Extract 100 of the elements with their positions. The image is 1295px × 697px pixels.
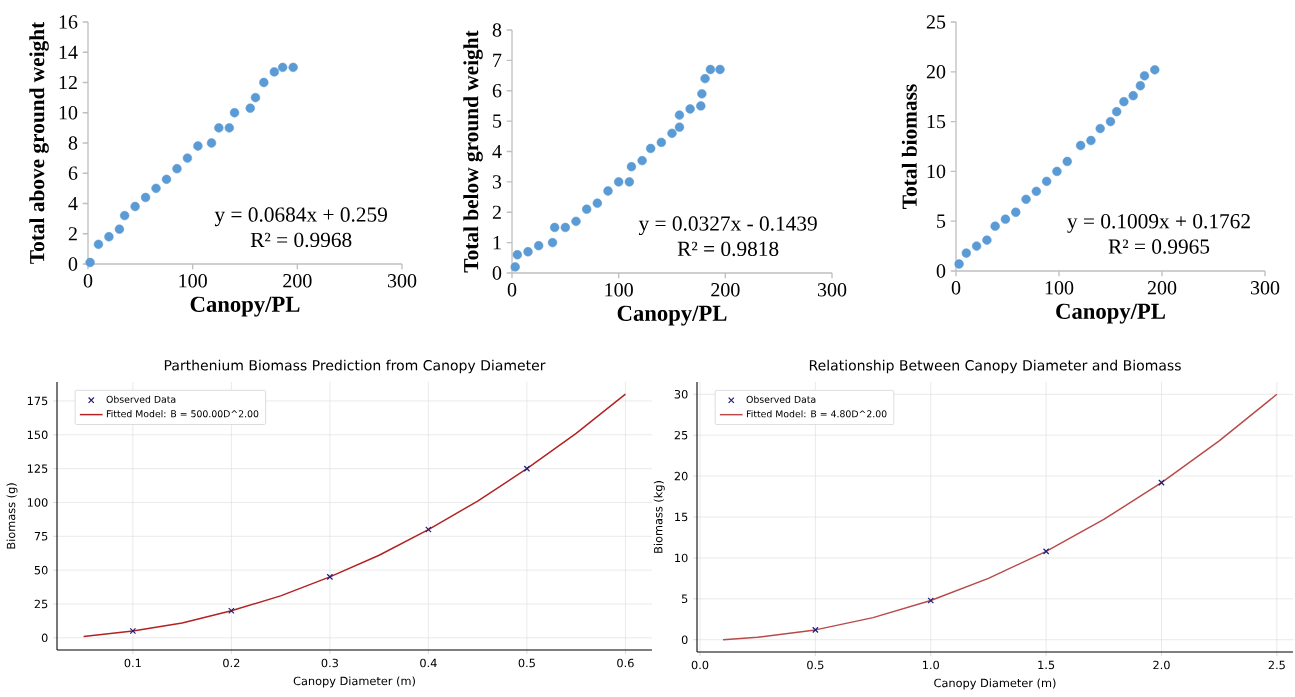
y-tick-label: 100 — [27, 498, 48, 507]
y-tick-label: 2 — [492, 205, 501, 219]
y-axis-title: Biomass (g) — [6, 483, 18, 549]
x-tick-label: 0.5 — [807, 660, 824, 670]
point — [961, 248, 971, 258]
x-axis-title: Canopy/PL — [190, 296, 300, 317]
x-tick-label: 300 — [387, 274, 417, 288]
point — [715, 64, 725, 75]
chart-title: Parthenium Biomass Prediction from Canopy Diameter — [164, 359, 546, 374]
point — [700, 73, 710, 84]
annotation: y = 0.1009x + 0.1762 — [1067, 214, 1250, 233]
y-tick-label: 10 — [59, 106, 78, 120]
point — [696, 101, 706, 111]
annotation: y = 0.0327x - 0.1439 — [638, 216, 817, 236]
x-tick-label: 100 — [605, 283, 633, 297]
point — [603, 186, 613, 196]
point — [571, 216, 581, 227]
y-tick-label: 150 — [27, 430, 48, 440]
y-tick-label: 30 — [674, 389, 688, 399]
y-axis-title: Biomass (kg) — [653, 481, 665, 553]
point — [224, 123, 234, 133]
y-tick-label: 16 — [59, 15, 78, 29]
x-tick-label: 0 — [83, 274, 93, 288]
point — [1052, 166, 1062, 177]
point — [510, 262, 520, 272]
point — [685, 104, 695, 114]
point — [667, 128, 677, 138]
y-tick-label: 0 — [41, 633, 48, 643]
y-tick-label: 3 — [492, 175, 502, 189]
point — [523, 465, 531, 472]
y-tick-label: 8 — [68, 136, 78, 150]
point — [990, 221, 1000, 231]
y-tick-label: 4 — [492, 144, 502, 159]
x-tick-label: 0.2 — [223, 658, 240, 668]
y-tick-label: 25 — [34, 599, 48, 609]
point — [534, 240, 544, 251]
line-series — [82, 393, 627, 638]
point — [1042, 548, 1050, 555]
x-tick-label: 100 — [1045, 281, 1074, 295]
point — [560, 222, 571, 233]
x-axis-title: Canopy Diameter (m) — [934, 678, 1056, 690]
point — [1011, 207, 1021, 217]
x-tick-label: 0.1 — [124, 658, 141, 668]
point — [245, 103, 255, 113]
x-tick-label: 0.3 — [321, 658, 338, 668]
annotation: R² = 0.9965 — [1108, 239, 1210, 254]
point — [193, 141, 203, 151]
point — [182, 153, 193, 163]
point — [1075, 140, 1086, 151]
x-tick-label: 100 — [179, 274, 207, 288]
y-tick-label: 20 — [926, 65, 946, 79]
point — [151, 183, 161, 194]
point — [425, 526, 432, 533]
x-tick-label: 1.5 — [1038, 660, 1055, 670]
point — [582, 204, 592, 214]
point — [1062, 156, 1072, 167]
y-tick-label: 50 — [34, 565, 48, 575]
y-tick-label: 15 — [927, 114, 946, 129]
chart-title: Relationship Between Canopy Diameter and Biomass — [809, 359, 1181, 374]
y-tick-label: 14 — [59, 45, 78, 59]
x-tick-label: 300 — [1250, 281, 1280, 295]
x-tick-label: 300 — [817, 283, 847, 297]
y-tick-label: 12 — [59, 75, 77, 90]
point — [1128, 91, 1138, 101]
annotation: R² = 0.9968 — [250, 232, 352, 248]
point — [161, 174, 172, 184]
y-tick-label: 5 — [937, 214, 946, 228]
x-tick-label: 200 — [1147, 281, 1177, 295]
point — [278, 62, 288, 73]
point — [172, 164, 182, 174]
x-tick-label: 0.5 — [518, 658, 535, 668]
point — [674, 122, 685, 132]
y-tick-label: 0 — [936, 264, 946, 278]
line-series — [722, 393, 1278, 641]
y-axis-title: Total below ground weight — [463, 30, 483, 273]
legend-label: Fitted Model: B = 500.00D^2.00 — [106, 410, 259, 418]
point — [637, 155, 647, 166]
x-tick-label: 0.0 — [691, 660, 709, 670]
point — [592, 198, 603, 208]
point — [130, 201, 140, 212]
x-tick-label: 1.0 — [922, 660, 940, 670]
y-tick-label: 4 — [68, 196, 78, 211]
y-tick-label: 2 — [68, 227, 77, 241]
point — [214, 123, 224, 133]
point — [119, 210, 130, 221]
point — [1031, 186, 1042, 196]
point — [1000, 214, 1011, 224]
point — [1041, 176, 1052, 187]
point — [812, 626, 819, 634]
y-tick-label: 7 — [493, 53, 502, 67]
point — [104, 232, 114, 242]
point — [624, 177, 635, 187]
point — [674, 110, 685, 120]
y-tick-label: 5 — [681, 594, 688, 604]
point — [646, 143, 656, 154]
point — [140, 192, 151, 203]
y-axis-title: Total biomass — [901, 84, 917, 209]
x-tick-label: 0.6 — [617, 658, 634, 668]
annotation: y = 0.0684x + 0.259 — [214, 207, 387, 227]
point — [971, 241, 982, 251]
